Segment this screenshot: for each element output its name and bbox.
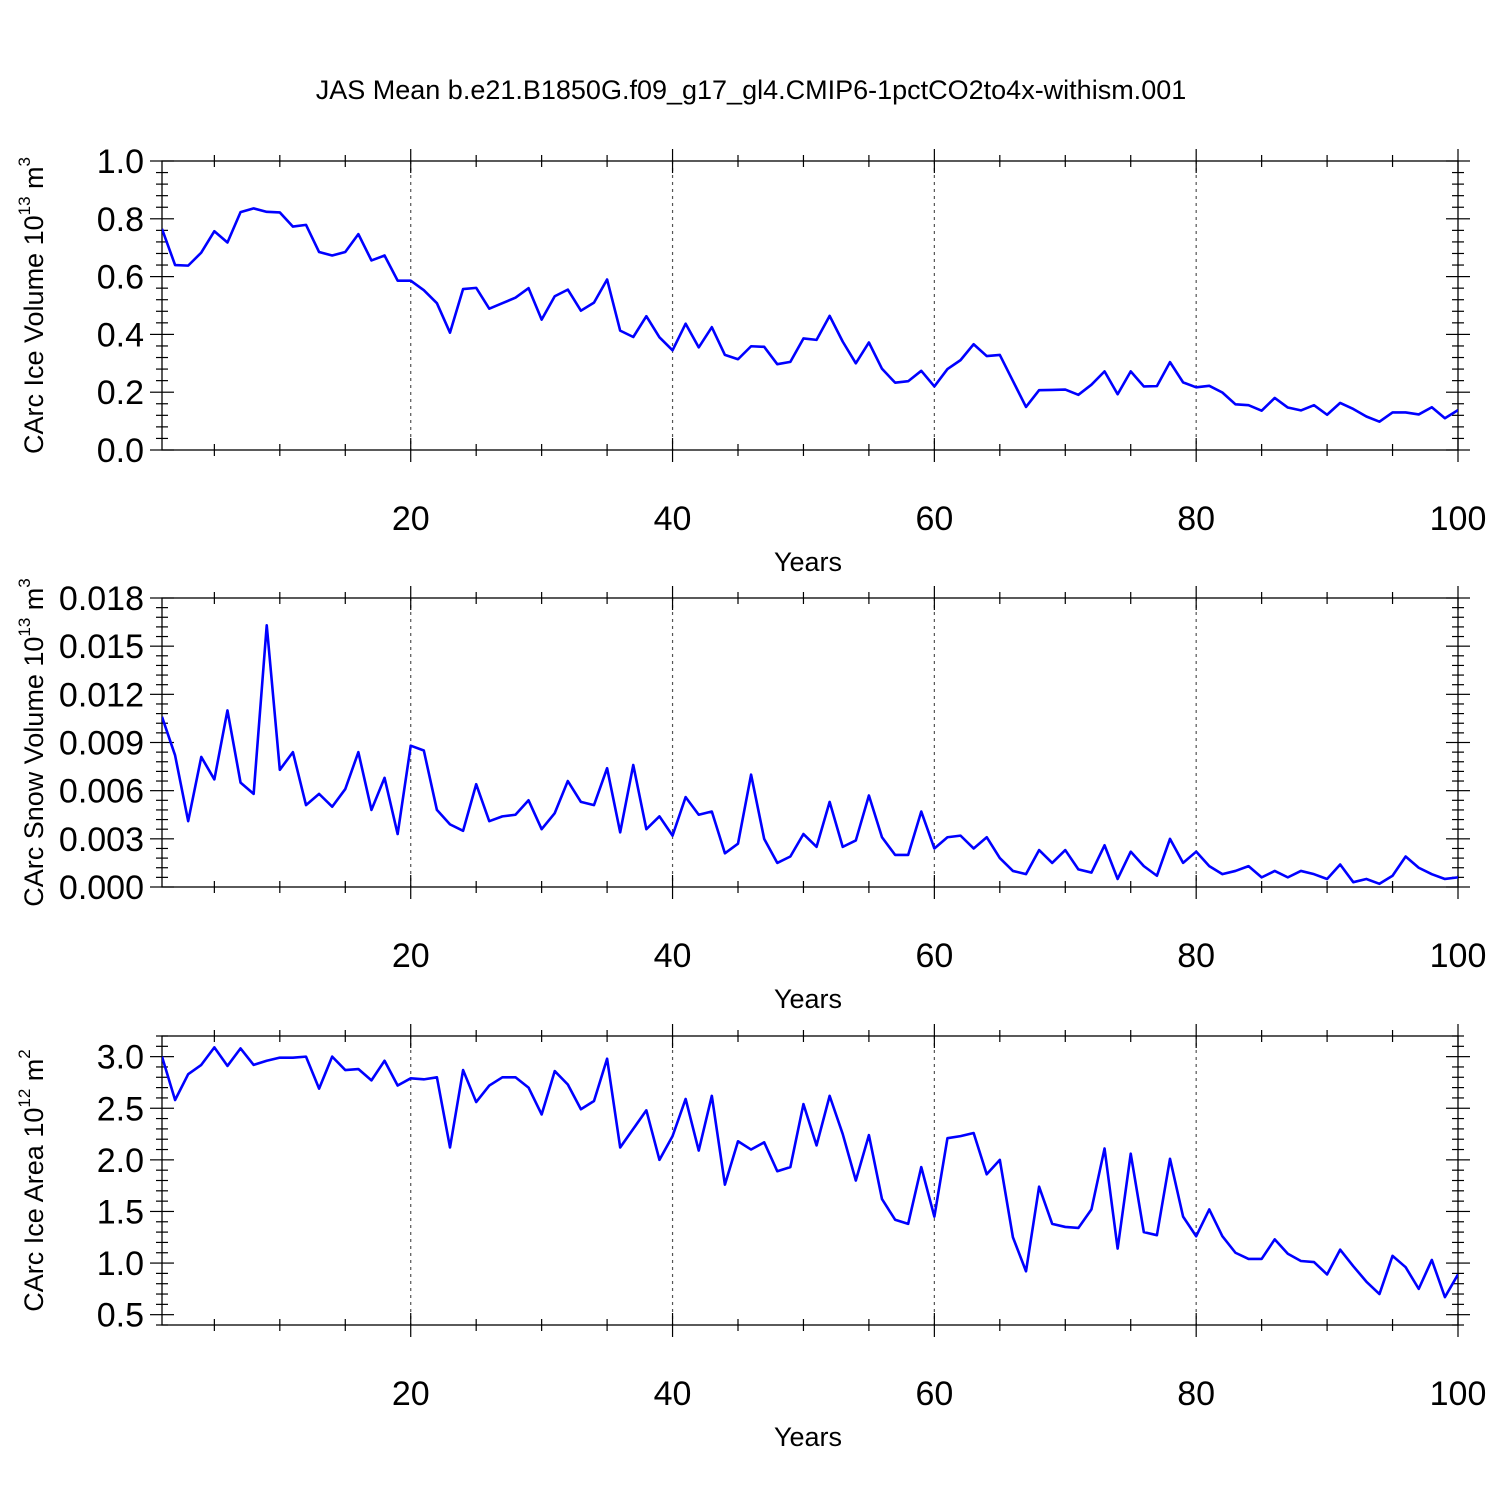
x-tick-label: 20 — [392, 1375, 430, 1413]
y-tick-label: 2.0 — [97, 1142, 144, 1180]
panel-2: 0.000 0.003 0.006 0.009 0.012 0.015 0.018 20 40 6… — [15, 578, 1486, 1014]
y-tick-label: 1.5 — [97, 1193, 144, 1231]
x-tick-label: 80 — [1177, 937, 1215, 975]
series-line — [162, 207, 1458, 423]
x-tick-label: 40 — [654, 937, 692, 975]
x-tick-label: 100 — [1430, 937, 1487, 975]
y-tick-label: 0.006 — [59, 773, 144, 811]
y-tick-label: 0.8 — [97, 201, 144, 239]
panel-3: 0.5 1.0 1.5 2.0 2.5 3.0 20 40 60 80 100 Years CArc I… — [15, 1024, 1486, 1452]
panels: 0.0 0.2 0.4 0.6 0.8 1.0 20 40 60 80 100 Years CArc I… — [15, 143, 1486, 1452]
x-tick-label: 100 — [1430, 500, 1487, 538]
x-tick-label: 60 — [915, 937, 953, 975]
y-axis-label: CArc Ice Area 1012 m2 — [15, 1049, 49, 1312]
x-tick-label: 20 — [392, 937, 430, 975]
y-tick-label: 0.4 — [97, 316, 144, 354]
y-tick-label: 3.0 — [97, 1039, 144, 1077]
y-tick-label: 0.012 — [59, 676, 144, 714]
y-axis-label: CArc Snow Volume 1013 m3 — [15, 578, 49, 907]
y-tick-label: 0.018 — [59, 580, 144, 618]
y-tick-label: 2.5 — [97, 1090, 144, 1128]
x-tick-label: 100 — [1430, 1375, 1487, 1413]
x-axis-label: Years — [774, 984, 842, 1014]
x-axis-label: Years — [774, 547, 842, 577]
x-tick-label: 40 — [654, 1375, 692, 1413]
y-tick-label: 0.6 — [97, 259, 144, 297]
y-tick-label: 0.003 — [59, 821, 144, 859]
y-tick-label: 1.0 — [97, 1245, 144, 1283]
y-tick-label: 0.000 — [59, 869, 144, 907]
y-tick-label: 0.2 — [97, 374, 144, 412]
y-tick-label: 0.0 — [97, 432, 144, 470]
figure-title: JAS Mean b.e21.B1850G.f09_g17_gl4.CMIP6-… — [316, 75, 1187, 105]
plot-frame — [161, 597, 1459, 888]
series-line — [162, 623, 1458, 886]
y-tick-label: 0.015 — [59, 628, 144, 666]
x-tick-label: 60 — [915, 500, 953, 538]
x-tick-label: 80 — [1177, 1375, 1215, 1413]
x-axis-label: Years — [774, 1422, 842, 1452]
y-tick-label: 0.5 — [97, 1297, 144, 1335]
y-tick-label: 1.0 — [97, 143, 144, 181]
plot-frame — [161, 1035, 1459, 1326]
y-axis-label: CArc Ice Volume 1013 m3 — [15, 157, 49, 454]
series-line — [162, 1046, 1458, 1299]
panel-1: 0.0 0.2 0.4 0.6 0.8 1.0 20 40 60 80 100 Years CArc I… — [15, 143, 1486, 577]
x-tick-label: 40 — [654, 500, 692, 538]
y-tick-label: 0.009 — [59, 725, 144, 763]
x-tick-label: 20 — [392, 500, 430, 538]
x-tick-label: 80 — [1177, 500, 1215, 538]
x-tick-label: 60 — [915, 1375, 953, 1413]
plot-frame — [161, 160, 1459, 451]
